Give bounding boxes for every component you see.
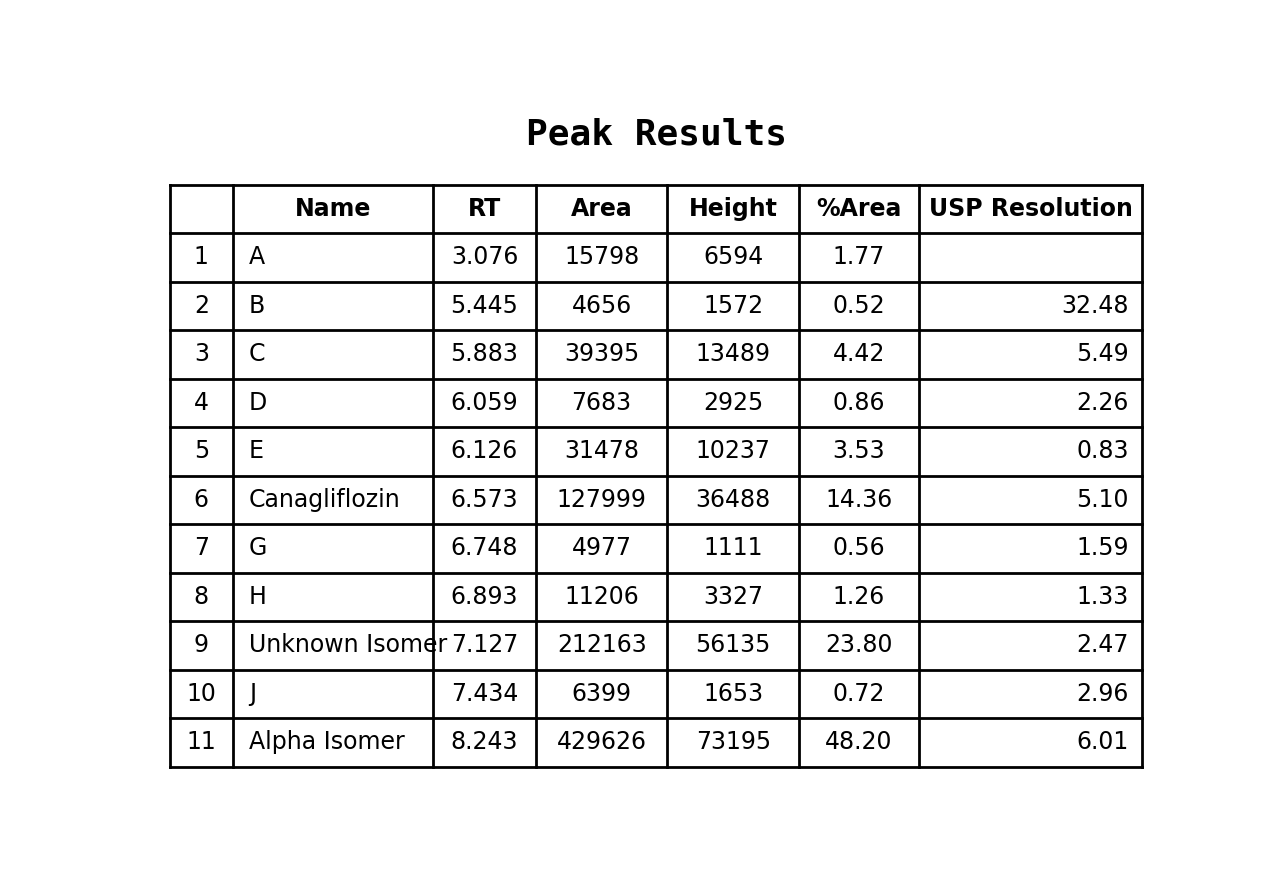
- Text: 10237: 10237: [696, 440, 771, 463]
- Text: 7.434: 7.434: [451, 682, 518, 706]
- Text: 15798: 15798: [564, 245, 639, 269]
- Text: 5.883: 5.883: [451, 342, 518, 367]
- Text: 3.076: 3.076: [451, 245, 518, 269]
- Text: 6594: 6594: [703, 245, 763, 269]
- Text: 3327: 3327: [703, 585, 763, 609]
- Text: Alpha Isomer: Alpha Isomer: [248, 731, 404, 754]
- Text: 36488: 36488: [695, 488, 771, 512]
- Text: 32.48: 32.48: [1061, 294, 1129, 318]
- Text: 39395: 39395: [564, 342, 639, 367]
- Text: 4: 4: [193, 391, 209, 415]
- Text: 6399: 6399: [572, 682, 631, 706]
- Text: %Area: %Area: [817, 197, 901, 221]
- Text: 0.83: 0.83: [1076, 440, 1129, 463]
- Text: 7: 7: [193, 536, 209, 561]
- Text: 2.26: 2.26: [1076, 391, 1129, 415]
- Text: 6: 6: [193, 488, 209, 512]
- Text: 11: 11: [187, 731, 216, 754]
- Text: USP Resolution: USP Resolution: [928, 197, 1133, 221]
- Text: C: C: [248, 342, 265, 367]
- Text: 14.36: 14.36: [826, 488, 892, 512]
- Text: 73195: 73195: [695, 731, 771, 754]
- Text: 0.86: 0.86: [833, 391, 886, 415]
- Text: 23.80: 23.80: [826, 634, 892, 658]
- Text: 4656: 4656: [572, 294, 632, 318]
- Text: 56135: 56135: [695, 634, 771, 658]
- Text: 4977: 4977: [572, 536, 631, 561]
- Text: 6.748: 6.748: [451, 536, 518, 561]
- Text: 9: 9: [193, 634, 209, 658]
- Text: Name: Name: [294, 197, 371, 221]
- Text: 1.59: 1.59: [1076, 536, 1129, 561]
- Text: 6.893: 6.893: [451, 585, 518, 609]
- Text: J: J: [248, 682, 256, 706]
- Text: 1.33: 1.33: [1076, 585, 1129, 609]
- Text: 11206: 11206: [564, 585, 639, 609]
- Text: 7683: 7683: [572, 391, 632, 415]
- Text: 0.72: 0.72: [833, 682, 886, 706]
- Text: 6.126: 6.126: [451, 440, 518, 463]
- Text: 212163: 212163: [557, 634, 646, 658]
- Text: 10: 10: [187, 682, 216, 706]
- Text: B: B: [248, 294, 265, 318]
- Text: 2: 2: [193, 294, 209, 318]
- Text: 127999: 127999: [557, 488, 646, 512]
- Text: Peak Results: Peak Results: [526, 117, 786, 151]
- Text: 48.20: 48.20: [826, 731, 892, 754]
- Text: 0.52: 0.52: [833, 294, 886, 318]
- Text: 1572: 1572: [703, 294, 763, 318]
- Text: 31478: 31478: [564, 440, 639, 463]
- Text: 429626: 429626: [557, 731, 646, 754]
- Text: RT: RT: [467, 197, 500, 221]
- Text: 8.243: 8.243: [451, 731, 518, 754]
- Text: 2925: 2925: [703, 391, 763, 415]
- Text: 5.49: 5.49: [1076, 342, 1129, 367]
- Text: Unknown Isomer: Unknown Isomer: [248, 634, 447, 658]
- Text: 6.059: 6.059: [451, 391, 518, 415]
- Text: D: D: [248, 391, 268, 415]
- Text: 7.127: 7.127: [451, 634, 518, 658]
- Text: 5.10: 5.10: [1076, 488, 1129, 512]
- Text: Height: Height: [689, 197, 778, 221]
- Text: 1.77: 1.77: [833, 245, 886, 269]
- Text: 1: 1: [195, 245, 209, 269]
- Text: Area: Area: [571, 197, 632, 221]
- Text: 1.26: 1.26: [833, 585, 886, 609]
- Text: 2.96: 2.96: [1076, 682, 1129, 706]
- Text: 1653: 1653: [703, 682, 763, 706]
- Text: 8: 8: [193, 585, 209, 609]
- Text: Canagliflozin: Canagliflozin: [248, 488, 401, 512]
- Text: G: G: [248, 536, 268, 561]
- Text: 5: 5: [193, 440, 209, 463]
- Text: 0.56: 0.56: [833, 536, 886, 561]
- Text: 3: 3: [193, 342, 209, 367]
- Text: 13489: 13489: [696, 342, 771, 367]
- Text: 6.01: 6.01: [1076, 731, 1129, 754]
- Text: 6.573: 6.573: [451, 488, 518, 512]
- Text: 1111: 1111: [704, 536, 763, 561]
- Text: A: A: [248, 245, 265, 269]
- Text: E: E: [248, 440, 264, 463]
- Text: 2.47: 2.47: [1076, 634, 1129, 658]
- Text: 5.445: 5.445: [451, 294, 518, 318]
- Text: 4.42: 4.42: [833, 342, 886, 367]
- Text: 3.53: 3.53: [833, 440, 886, 463]
- Text: H: H: [248, 585, 266, 609]
